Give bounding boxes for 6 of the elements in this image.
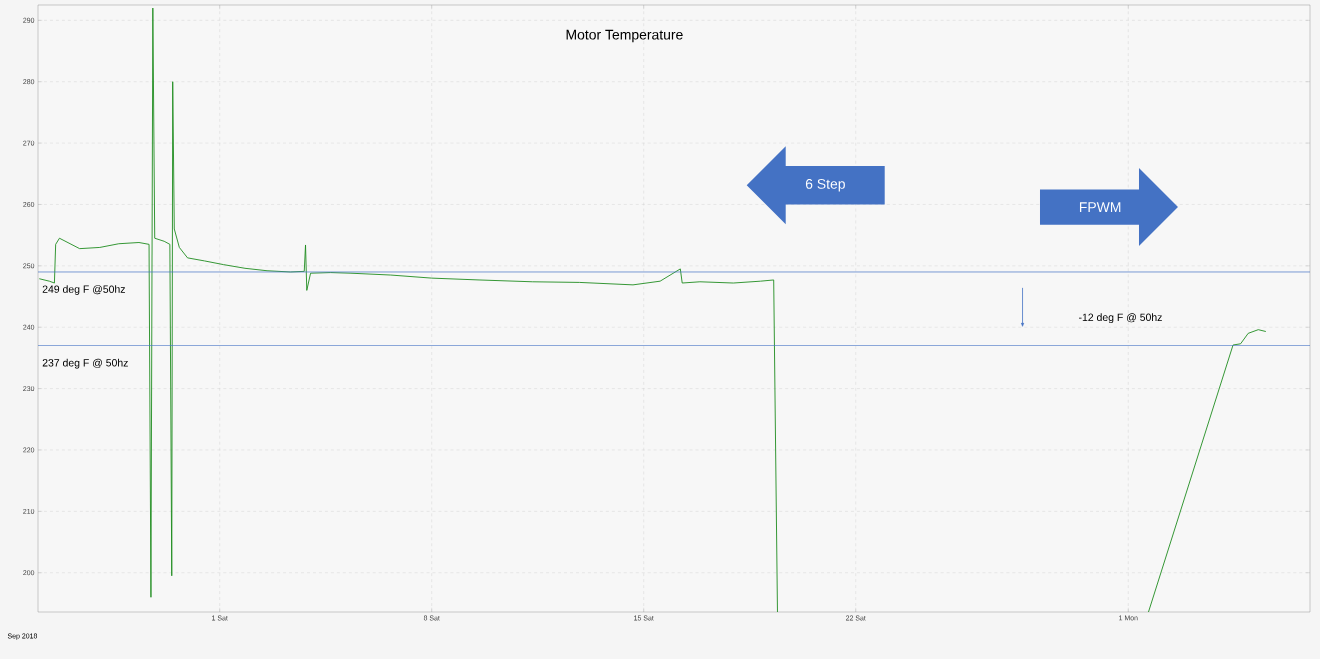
annotation: FPWM: [1079, 202, 1121, 212]
ref-line-label: 249 deg F @50hz: [42, 285, 125, 295]
text: Motor Temperature: [566, 29, 683, 43]
ref-line-label: 237 deg F @ 50hz: [42, 358, 128, 369]
annotation: -12 deg F @ 50hz: [1079, 313, 1162, 324]
annotation: 6 Step: [805, 178, 845, 192]
